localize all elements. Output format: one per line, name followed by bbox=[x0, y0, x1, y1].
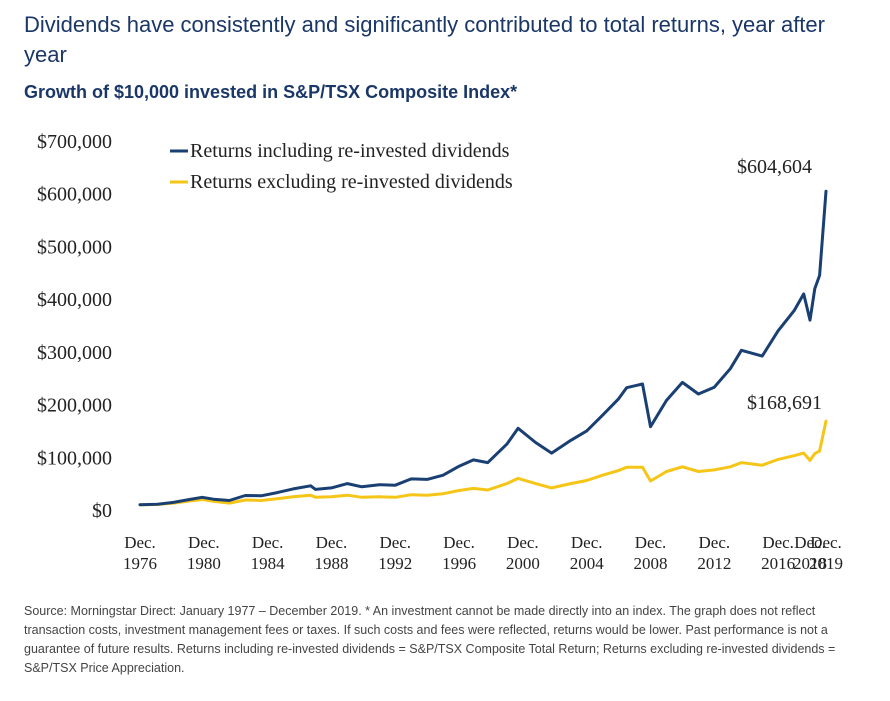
x-tick-label-top: Dec. bbox=[124, 533, 156, 552]
x-tick-label-bottom: 2004 bbox=[570, 554, 605, 573]
chart-title: Dividends have consistently and signific… bbox=[24, 12, 825, 67]
x-tick-label-bottom: 1996 bbox=[442, 554, 476, 573]
x-tick-label-top: Dec. bbox=[188, 533, 220, 552]
legend: Returns including re-invested dividends R… bbox=[170, 140, 513, 193]
y-tick-label: $200,000 bbox=[37, 395, 112, 417]
y-tick-label: $600,000 bbox=[37, 184, 112, 206]
source-footnote: Source: Morningstar Direct: January 1977… bbox=[24, 604, 836, 675]
x-axis: Dec. 1976 Dec. 1980 Dec. 1984 Dec. 1988 Dec. 1992… bbox=[123, 533, 843, 573]
x-tick-label-top: Dec. bbox=[571, 533, 603, 552]
x-tick-label-bottom: 1992 bbox=[378, 554, 412, 573]
y-tick-label: $100,000 bbox=[37, 447, 112, 469]
x-tick-label-bottom: 2016 bbox=[761, 554, 795, 573]
y-tick-label: $0 bbox=[92, 500, 112, 522]
end-labels: $604,604 $168,691 bbox=[737, 156, 822, 414]
x-tick-label-bottom: 2018 bbox=[793, 554, 827, 573]
x-tick-label-bottom: 2012 bbox=[697, 554, 731, 573]
y-tick-label: $700,000 bbox=[37, 131, 112, 153]
x-tick-label-top: Dec. bbox=[443, 533, 475, 552]
end-value-label: $168,691 bbox=[747, 392, 822, 414]
y-tick-label: $500,000 bbox=[37, 236, 112, 258]
x-tick-label-top: Dec. bbox=[762, 533, 794, 552]
series-line-0 bbox=[138, 189, 828, 507]
x-tick-label-top: Dec. bbox=[507, 533, 539, 552]
x-tick-label-top: Dec. bbox=[379, 533, 411, 552]
x-tick-label-bottom: 1984 bbox=[251, 554, 286, 573]
y-tick-label: $300,000 bbox=[37, 342, 112, 364]
x-tick-label-top: Dec. bbox=[794, 533, 826, 552]
x-tick-label-bottom: 2008 bbox=[634, 554, 668, 573]
x-tick-label-bottom: 1976 bbox=[123, 554, 157, 573]
x-tick-label-top: Dec. bbox=[316, 533, 348, 552]
x-tick-label-top: Dec. bbox=[810, 533, 842, 552]
x-tick-label-bottom: 2019 bbox=[809, 554, 843, 573]
x-tick-label-top: Dec. bbox=[252, 533, 284, 552]
x-tick-label-bottom: 1980 bbox=[187, 554, 221, 573]
series-layer bbox=[138, 189, 828, 507]
series-line-1 bbox=[138, 419, 828, 507]
y-tick-label: $400,000 bbox=[37, 289, 112, 311]
end-value-label: $604,604 bbox=[737, 156, 812, 178]
y-axis: $0 $100,000 $200,000 $300,000 $400,000 $500,0… bbox=[37, 131, 112, 522]
legend-label: Returns excluding re-invested dividends bbox=[190, 171, 513, 193]
x-tick-label-top: Dec. bbox=[635, 533, 667, 552]
legend-label: Returns including re-invested dividends bbox=[190, 140, 510, 162]
x-tick-label-bottom: 1988 bbox=[314, 554, 348, 573]
x-tick-label-top: Dec. bbox=[699, 533, 731, 552]
x-tick-label-bottom: 2000 bbox=[506, 554, 540, 573]
line-chart: $0 $100,000 $200,000 $300,000 $400,000 $500,0… bbox=[37, 131, 843, 573]
chart-subtitle: Growth of $10,000 invested in S&P/TSX Co… bbox=[24, 82, 518, 102]
